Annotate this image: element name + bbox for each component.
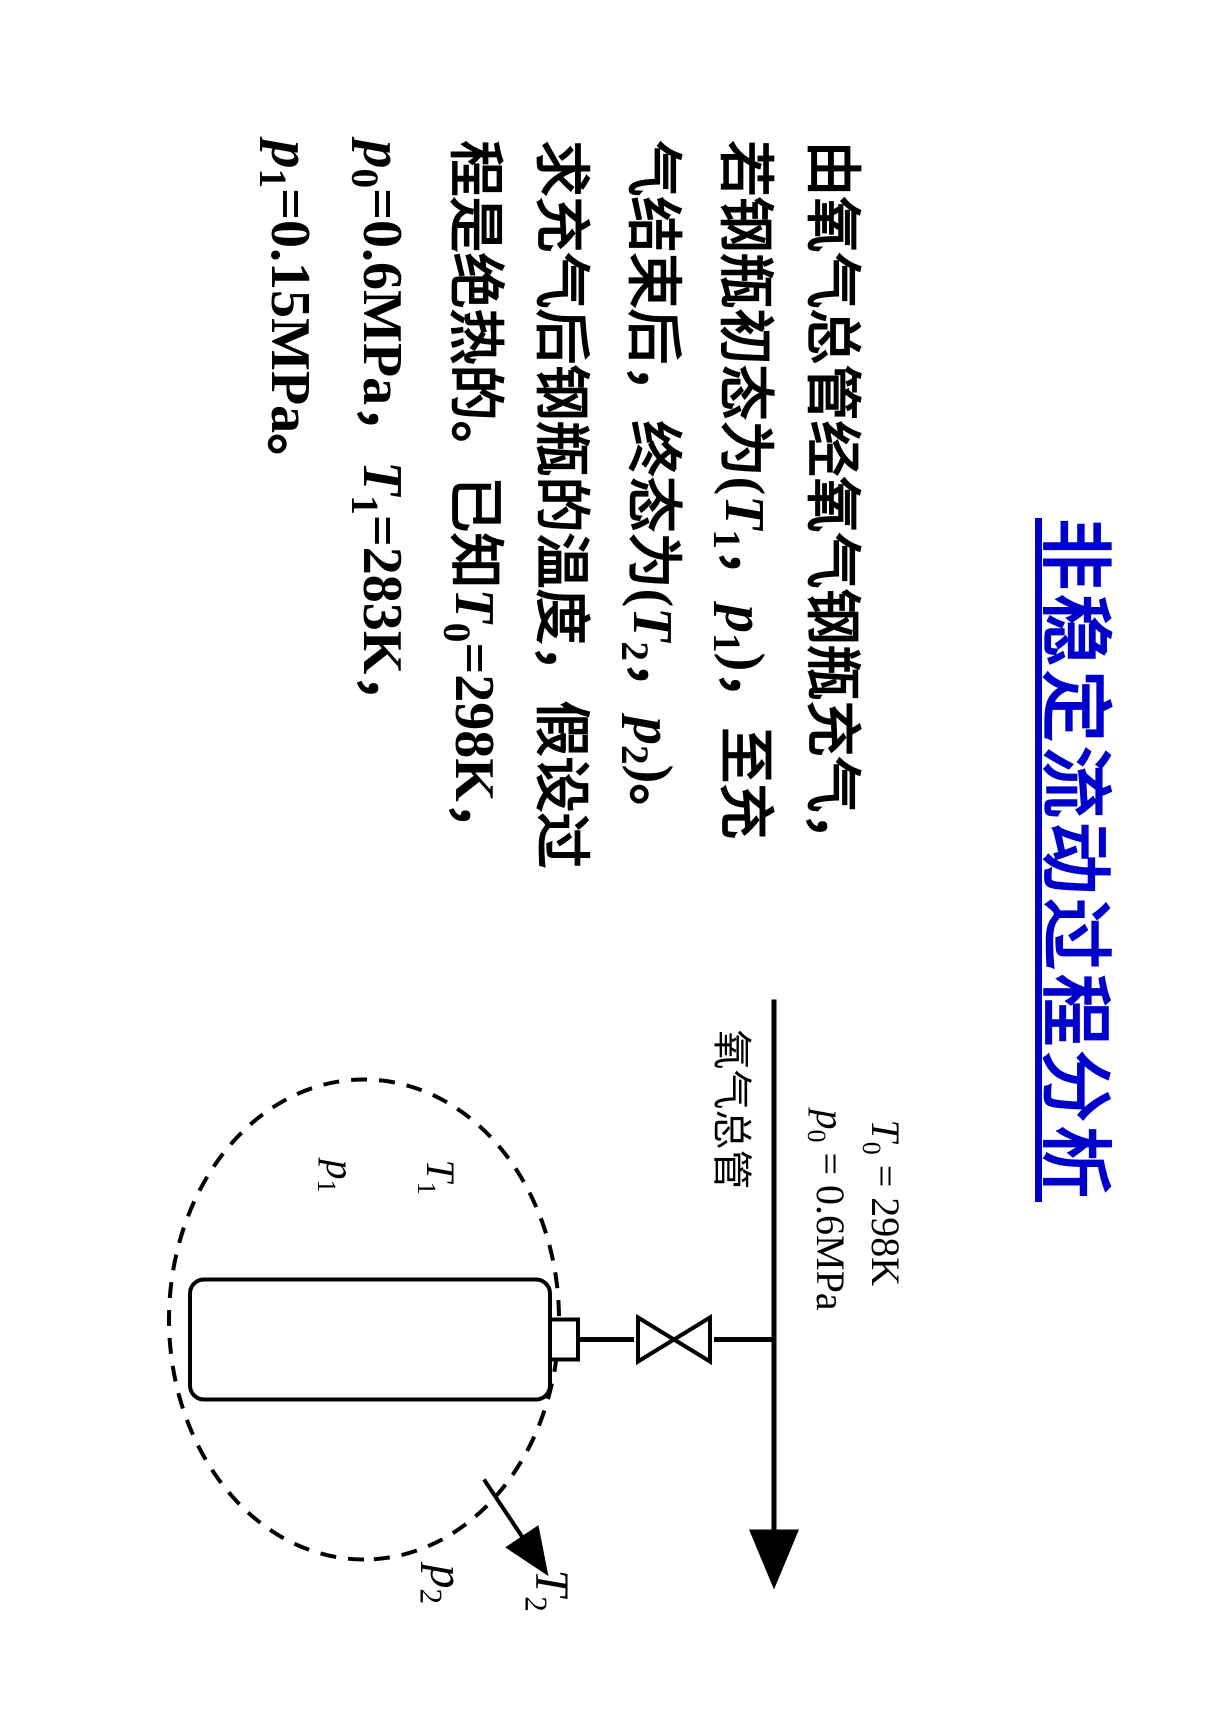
body-line5a: 程是绝热的。已知 [443, 140, 505, 588]
var-T2: T [621, 607, 683, 641]
var-p1: p [713, 604, 775, 632]
body-line5b: =298K， [443, 642, 505, 857]
body-line3a: 气结束后，终态为( [621, 140, 683, 607]
sub-1d: 1 [250, 168, 293, 188]
sub-0c: 0 [342, 168, 385, 188]
body-line7a: =0.15MPa。 [259, 188, 321, 489]
body-line6b: =283K， [351, 514, 413, 729]
diagram-svg [114, 999, 914, 1639]
oxygen-bottle-diagram: T0 = 298K p0 = 0.6MPa 氧气总管 T1 p1 T2 p2 氧… [114, 999, 914, 1599]
body-line6a: =0.6MPa， [351, 188, 413, 461]
page-title: 非稳定流动过程分析 [1029, 517, 1134, 1201]
problem-statement: 由氧气总管经氧气钢瓶充气， 若钢瓶初态为(T1，p1)，至充 气结束后，终态为(… [241, 140, 874, 960]
body-line1: 由氧气总管经氧气钢瓶充气， [800, 140, 862, 868]
var-T1: T [713, 495, 775, 529]
var-p2: p [621, 716, 683, 744]
body-line3b: ， [621, 660, 683, 716]
sub-1b: 1 [705, 632, 748, 652]
sub-2b: 2 [613, 744, 656, 764]
body-line3c: )。 [621, 764, 683, 839]
var-p0b: p [351, 140, 413, 168]
sub-1a: 1 [705, 529, 748, 549]
body-line4: 求充气后钢瓶的温度，假设过 [529, 140, 591, 868]
var-T0b: T [443, 588, 505, 622]
sub-1c: 1 [342, 495, 385, 515]
var-p1b: p [259, 140, 321, 168]
body-line2a: 若钢瓶初态为( [713, 140, 775, 495]
sub-2a: 2 [613, 641, 656, 661]
var-T1b: T [351, 461, 413, 495]
body-line2c: )，至充 [713, 652, 775, 839]
sub-0b: 0 [434, 622, 477, 642]
body-line2b: ， [713, 548, 775, 604]
